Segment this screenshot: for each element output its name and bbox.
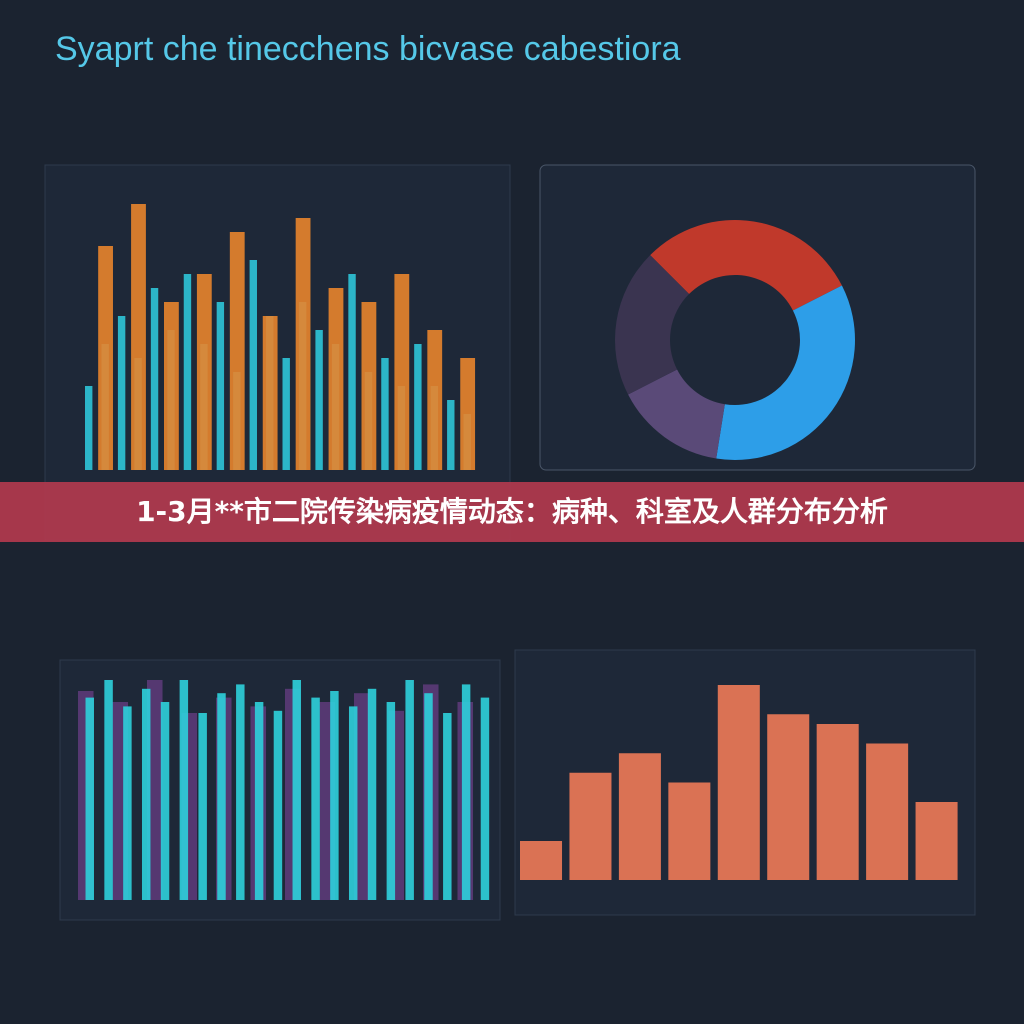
bar (85, 386, 93, 470)
bar (381, 358, 389, 470)
bar (480, 697, 490, 900)
bar (196, 274, 212, 470)
bar (164, 302, 179, 470)
bar (460, 358, 476, 470)
bar (295, 218, 311, 470)
bar (179, 680, 189, 900)
bar (361, 302, 377, 470)
bar (618, 753, 661, 880)
bar (249, 260, 257, 470)
bar (273, 710, 283, 900)
bar (236, 684, 245, 900)
banner: 1-3月**市二院传染病疫情动态：病种、科室及人群分布分析 (0, 482, 1024, 542)
bar (198, 713, 207, 900)
bar (216, 302, 225, 470)
bar (85, 697, 94, 900)
donut-segment (716, 285, 856, 461)
bar (141, 688, 151, 900)
bar (520, 841, 563, 880)
bar (668, 782, 711, 880)
bar (447, 400, 455, 470)
bar (717, 685, 760, 880)
bar (348, 706, 358, 900)
donut-segment (650, 219, 842, 311)
title: Syaprt che tinecchens bicvase cabestiora (55, 30, 681, 68)
bar (569, 772, 612, 880)
donut-segment (628, 369, 725, 459)
bar (131, 204, 146, 470)
bar (282, 358, 290, 470)
bar (150, 288, 159, 470)
bar (348, 274, 356, 470)
bar (767, 714, 810, 880)
bar (386, 702, 396, 900)
bar (424, 693, 433, 900)
bar (147, 680, 163, 900)
bar (254, 702, 264, 900)
bar (262, 316, 278, 470)
bar (117, 316, 126, 470)
bar (915, 802, 958, 880)
bar (315, 330, 323, 470)
bar (104, 680, 113, 900)
bar (311, 697, 320, 900)
bar (414, 344, 422, 470)
bar (367, 688, 377, 900)
bar (354, 693, 370, 900)
bar (443, 713, 452, 900)
bar (866, 743, 909, 880)
bar (330, 691, 339, 900)
bar (217, 693, 226, 900)
bar (292, 680, 301, 900)
bar (328, 288, 344, 470)
bar (98, 246, 113, 470)
bar (427, 330, 443, 470)
donut-segment (615, 255, 690, 395)
bar (229, 232, 245, 470)
bar (123, 706, 132, 900)
bar (160, 702, 170, 900)
bar (394, 274, 410, 470)
bar (461, 684, 471, 900)
bar (816, 724, 859, 880)
bar (183, 274, 192, 470)
bar (405, 680, 414, 900)
